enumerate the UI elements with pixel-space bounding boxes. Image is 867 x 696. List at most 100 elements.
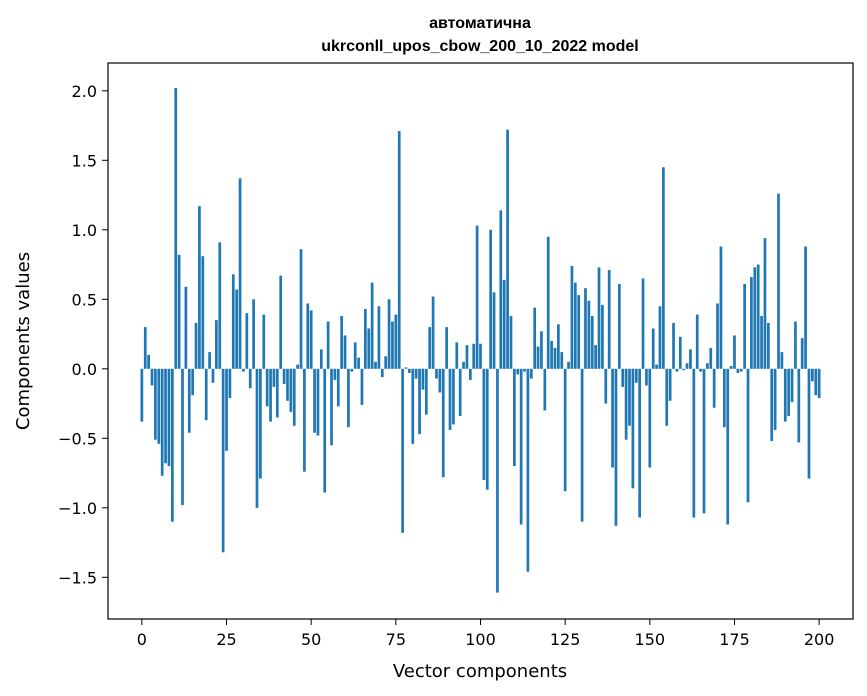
bar-199: [814, 368, 818, 396]
y-tick-label: 1.5: [72, 151, 97, 170]
bar-55: [326, 321, 330, 369]
bar-18: [201, 256, 205, 369]
bar-182: [756, 264, 760, 369]
bar-188: [777, 193, 780, 369]
bar-145: [631, 368, 635, 489]
bar-37: [265, 368, 269, 407]
x-tick-label: 150: [635, 630, 666, 649]
bar-33: [252, 299, 255, 369]
x-tick-label: 50: [301, 630, 321, 649]
bar-139: [611, 368, 614, 468]
bar-119: [543, 368, 547, 411]
x-axis-title: Vector components: [393, 661, 567, 682]
bar-114: [526, 368, 530, 572]
bar-45: [292, 368, 296, 426]
bar-103: [489, 229, 493, 369]
bar-110: [513, 368, 516, 467]
bar-93: [455, 342, 459, 369]
bar-167: [706, 363, 709, 369]
bar-127: [570, 265, 574, 369]
bar-42: [282, 368, 286, 385]
bar-51: [313, 368, 316, 433]
bar-85: [428, 327, 432, 369]
bar-98: [472, 343, 476, 369]
bar-124: [560, 352, 564, 369]
bar-54: [323, 368, 327, 493]
bar-48: [303, 368, 306, 472]
y-tick-label: 1.0: [72, 221, 97, 240]
bar-94: [458, 368, 462, 417]
bar-172: [722, 368, 726, 428]
bar-24: [221, 368, 225, 553]
bar-116: [533, 307, 537, 369]
bar-19: [204, 368, 208, 421]
bar-140: [614, 368, 618, 526]
bar-175: [733, 335, 736, 369]
bar-134: [594, 345, 597, 369]
bar-12: [181, 368, 184, 506]
x-tick-label: 125: [550, 630, 581, 649]
bar-40: [275, 368, 279, 418]
bar-27: [231, 274, 235, 369]
bar-178: [743, 284, 746, 369]
bar-170: [716, 303, 719, 369]
bar-123: [557, 324, 560, 369]
bar-7: [164, 368, 167, 464]
bar-150: [648, 368, 652, 468]
bar-135: [597, 267, 601, 369]
y-tick-label: 0.5: [72, 290, 97, 309]
bar-129: [577, 295, 581, 369]
y-tick-label: −1.0: [58, 499, 97, 518]
bar-133: [590, 315, 594, 369]
bar-155: [665, 368, 669, 426]
bar-100: [479, 343, 482, 369]
bar-92: [452, 368, 455, 425]
bar-177: [739, 368, 743, 372]
bar-97: [468, 368, 472, 380]
bar-163: [692, 368, 696, 518]
bar-99: [475, 225, 479, 369]
bar-198: [811, 368, 814, 382]
bar-165: [699, 368, 702, 372]
bar-50: [309, 310, 313, 369]
y-tick-label: −1.5: [58, 568, 97, 587]
bar-68: [370, 282, 374, 369]
bar-126: [567, 361, 570, 369]
bar-67: [367, 328, 371, 369]
bar-144: [628, 368, 631, 426]
bar-159: [678, 336, 682, 369]
bar-176: [736, 368, 740, 373]
bar-141: [617, 284, 621, 369]
bar-190: [783, 368, 787, 422]
bar-148: [641, 278, 645, 369]
bar-117: [536, 346, 540, 369]
bar-138: [607, 270, 611, 369]
bar-137: [604, 368, 608, 404]
bars: [140, 88, 821, 593]
bar-13: [184, 286, 188, 369]
bar-111: [516, 368, 520, 375]
bar-109: [509, 315, 513, 369]
bar-173: [726, 368, 730, 525]
bar-30: [242, 368, 245, 372]
bar-31: [245, 313, 249, 369]
plot-area-frame: [107, 62, 854, 620]
bar-14: [187, 368, 191, 433]
bar-185: [766, 322, 770, 369]
bar-36: [262, 314, 266, 369]
bar-81: [414, 368, 418, 379]
bar-108: [506, 129, 509, 369]
bar-166: [702, 368, 706, 514]
bar-61: [347, 368, 350, 428]
bar-160: [682, 368, 686, 371]
bar-15: [191, 368, 195, 396]
y-tick-label: −0.5: [58, 429, 97, 448]
bar-152: [655, 364, 658, 369]
bar-158: [675, 368, 679, 372]
bar-74: [391, 321, 394, 369]
x-tick-label: 100: [465, 630, 496, 649]
bar-122: [553, 347, 557, 369]
bar-136: [601, 304, 604, 369]
bar-154: [662, 167, 665, 369]
bar-197: [807, 368, 811, 479]
